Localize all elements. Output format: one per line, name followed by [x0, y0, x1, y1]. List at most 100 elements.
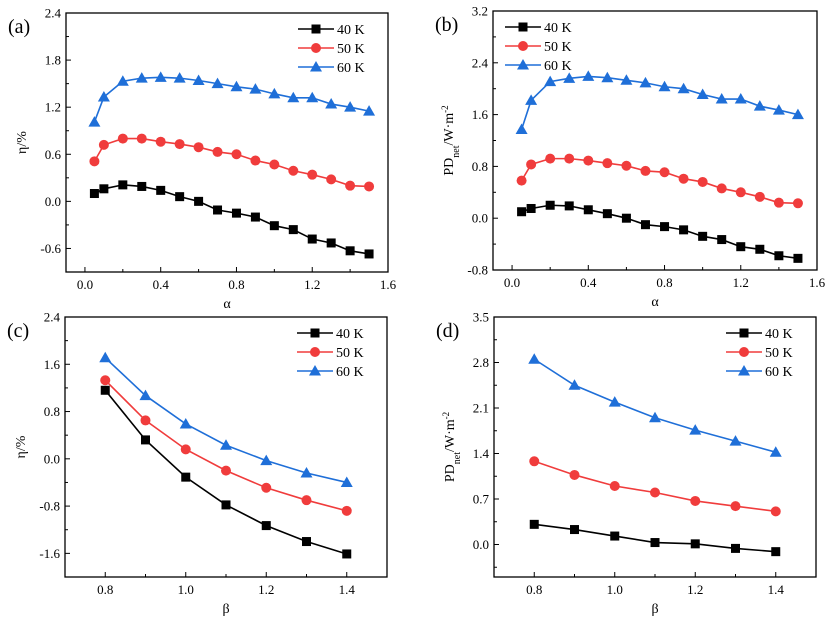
data-point: [345, 180, 356, 191]
data-point: [517, 207, 527, 217]
data-point: [771, 547, 781, 557]
data-point: [677, 82, 690, 94]
data-point: [342, 549, 352, 559]
data-point: [564, 153, 575, 164]
data-point: [137, 181, 147, 191]
data-point: [231, 149, 242, 160]
panel-label: (a): [8, 16, 30, 38]
data-point: [230, 80, 243, 92]
legend-marker: [518, 41, 528, 51]
data-point: [100, 375, 111, 386]
data-point: [99, 184, 109, 194]
data-point: [97, 90, 110, 102]
data-point: [344, 101, 357, 112]
data-point: [175, 192, 185, 202]
y-axis-label-rest: /W·m: [443, 419, 458, 452]
y-tick-label: 0.0: [44, 451, 60, 466]
data-point: [135, 72, 148, 83]
y-tick-label: -0.6: [40, 241, 61, 256]
data-point: [140, 415, 151, 426]
data-point: [515, 123, 528, 134]
data-point: [649, 411, 661, 423]
legend-label: 50 K: [765, 346, 793, 361]
data-point: [698, 231, 708, 241]
x-axis-label: α: [223, 297, 231, 312]
data-point: [602, 209, 612, 219]
legend-item: 40 K: [726, 327, 793, 342]
y-tick-label: 2.4: [45, 6, 62, 21]
panel-a: 0.0 0.4 0.8 1.2 1.6 -0.6 0.0 0.6 1.2 1.8 2.4 (a) α η/…: [8, 6, 397, 313]
data-point: [679, 225, 689, 235]
data-point: [621, 213, 631, 223]
data-point: [729, 435, 742, 446]
data-point: [363, 105, 376, 116]
series-40k: [89, 180, 374, 259]
data-point: [249, 83, 262, 94]
data-point: [288, 165, 299, 176]
data-point: [179, 417, 192, 429]
x-tick-label: 0.0: [77, 277, 93, 292]
legend-marker: [311, 24, 321, 34]
y-tick-label: -1.6: [39, 546, 60, 561]
data-point: [526, 159, 537, 170]
data-point: [659, 167, 670, 178]
data-point: [734, 93, 747, 104]
x-tick-label: 0.8: [526, 582, 542, 597]
legend-label: 50 K: [544, 40, 572, 55]
x-tick-label: 0.4: [153, 277, 170, 292]
x-tick-label: 0.8: [228, 277, 244, 292]
data-point: [690, 539, 700, 549]
data-point: [570, 525, 579, 535]
y-tick-label: 2.4: [44, 310, 61, 325]
y-tick-label: 2.8: [473, 355, 489, 370]
legend-label: 50 K: [336, 346, 364, 361]
y-axis-label-sub: net: [452, 452, 463, 464]
y-tick-label: 1.2: [45, 100, 61, 115]
y-tick-label: 0.0: [472, 211, 488, 226]
legend-marker: [310, 347, 320, 357]
panel-b: 0.0 0.4 0.8 1.2 1.6 -0.8 0.0 0.8 1.6 2.4 3.2 (b) α PD…: [435, 4, 826, 311]
data-point: [528, 353, 541, 364]
y-axis-label-main: PD: [443, 464, 458, 482]
data-point: [117, 133, 128, 144]
data-point: [582, 70, 595, 81]
legend-item: 50 K: [298, 42, 365, 57]
data-point: [769, 446, 782, 457]
data-point: [156, 185, 166, 195]
data-point: [717, 235, 727, 245]
y-tick-label: 2.1: [473, 401, 489, 416]
y-tick-label: 1.6: [44, 357, 61, 372]
data-point: [307, 234, 317, 244]
data-point: [773, 197, 784, 208]
data-point: [174, 139, 185, 150]
data-point: [345, 246, 355, 256]
series-line: [93, 137, 370, 188]
data-point: [211, 77, 224, 89]
data-point: [221, 465, 231, 476]
data-point: [609, 481, 620, 491]
legend-marker: [310, 61, 322, 72]
legend-label: 60 K: [337, 61, 365, 76]
data-point: [583, 205, 593, 215]
x-tick-label: 1.2: [304, 277, 320, 292]
data-point: [697, 176, 708, 187]
legend-item: 50 K: [297, 346, 364, 361]
y-axis-label-rest: /W·m: [442, 113, 457, 146]
data-point: [260, 454, 273, 466]
data-point: [545, 153, 556, 164]
y-tick-label: 0.8: [472, 159, 488, 174]
data-point: [155, 136, 166, 147]
data-point: [193, 142, 204, 153]
data-point: [154, 71, 167, 82]
panel-label: (c): [7, 320, 29, 342]
data-point: [569, 469, 580, 480]
y-tick-label: -0.8: [39, 499, 60, 514]
data-point: [730, 501, 741, 512]
data-point: [716, 183, 727, 194]
y-tick-label: 1.4: [473, 446, 490, 461]
x-tick-label: 1.2: [687, 582, 703, 597]
data-point: [306, 91, 319, 103]
series-line: [521, 204, 799, 260]
legend-marker: [311, 43, 321, 53]
y-tick-label: 1.8: [45, 53, 61, 68]
